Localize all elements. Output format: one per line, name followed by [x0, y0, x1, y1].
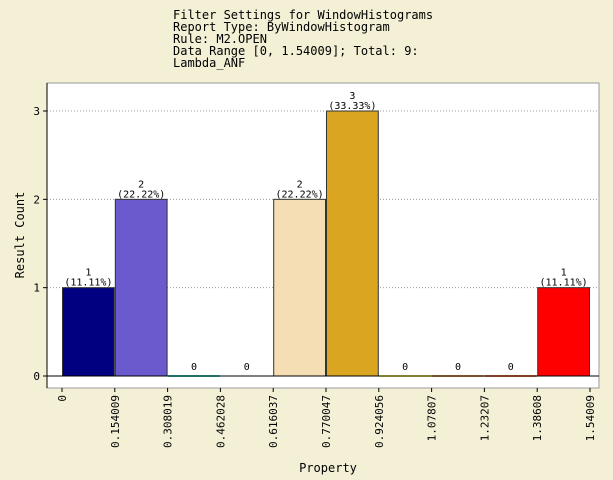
x-tick-labels: 0 0.154009 0.308019 0.462028 0.616037 0.77004… [56, 395, 597, 448]
y-tick-label: 0 [33, 370, 40, 383]
x-axis-label: Property [299, 461, 357, 475]
bar-6 [326, 110, 379, 377]
x-tick-label: 0.308019 [162, 395, 175, 448]
y-tick-label: 1 [33, 282, 40, 295]
x-tick-label: 1.23207 [478, 395, 491, 441]
bar-10 [537, 287, 591, 377]
bar-percent-label: (22.22%) [276, 189, 324, 200]
bar-count-label: 3 [349, 91, 355, 102]
bar-percent-label: (11.11%) [540, 278, 588, 289]
title-line-1: Filter Settings for WindowHistograms [173, 8, 433, 22]
bar-count-label: 0 [508, 362, 514, 373]
title-line-4: Data Range [0, 1.54009]; Total: 9: [173, 44, 419, 58]
title-line-3: Rule: M2.OPEN [173, 32, 267, 46]
title-line-2: Report Type: ByWindowHistogram [173, 20, 390, 34]
x-tick-label: 0.462028 [214, 395, 227, 448]
y-axis-label: Result Count [13, 192, 27, 279]
data-labels: 1(11.11%)2(22.22%)0 02(22.22%)3(33.33%)0 0… [64, 91, 587, 373]
bar-2 [114, 198, 168, 377]
bar-5 [273, 198, 327, 377]
y-tick-labels: 0 1 2 3 [33, 105, 40, 383]
bar-percent-label: (22.22%) [117, 189, 165, 200]
bar-count-label: 2 [297, 179, 303, 190]
x-tick-label: 0.154009 [109, 395, 122, 448]
x-tick-label: 1.07807 [426, 395, 439, 441]
axes [43, 83, 599, 392]
y-tick-label: 3 [33, 105, 40, 118]
x-tick-label: 0 [56, 395, 69, 402]
x-tick-label: 0.616037 [267, 395, 280, 448]
bar-count-label: 1 [85, 268, 91, 279]
title-line-5: Lambda_ANF [173, 56, 245, 70]
x-tick-label: 1.54009 [584, 395, 597, 441]
bar-count-label: 0 [191, 362, 197, 373]
x-tick-label: 0.924056 [373, 395, 386, 448]
chart-title: Filter Settings for WindowHistogramsRepo… [173, 8, 433, 70]
bar-count-label: 0 [402, 362, 408, 373]
x-tick-label: 1.38608 [531, 395, 544, 441]
bar-percent-label: (11.11%) [64, 278, 112, 289]
bar-count-label: 2 [138, 179, 144, 190]
bar-1 [62, 287, 115, 377]
bar-count-label: 0 [244, 362, 250, 373]
bar-count-label: 1 [561, 268, 567, 279]
bar-percent-label: (33.33%) [328, 101, 376, 112]
bars [62, 110, 591, 377]
y-tick-label: 2 [33, 193, 40, 206]
x-tick-label: 0.770047 [320, 395, 333, 448]
bar-count-label: 0 [455, 362, 461, 373]
